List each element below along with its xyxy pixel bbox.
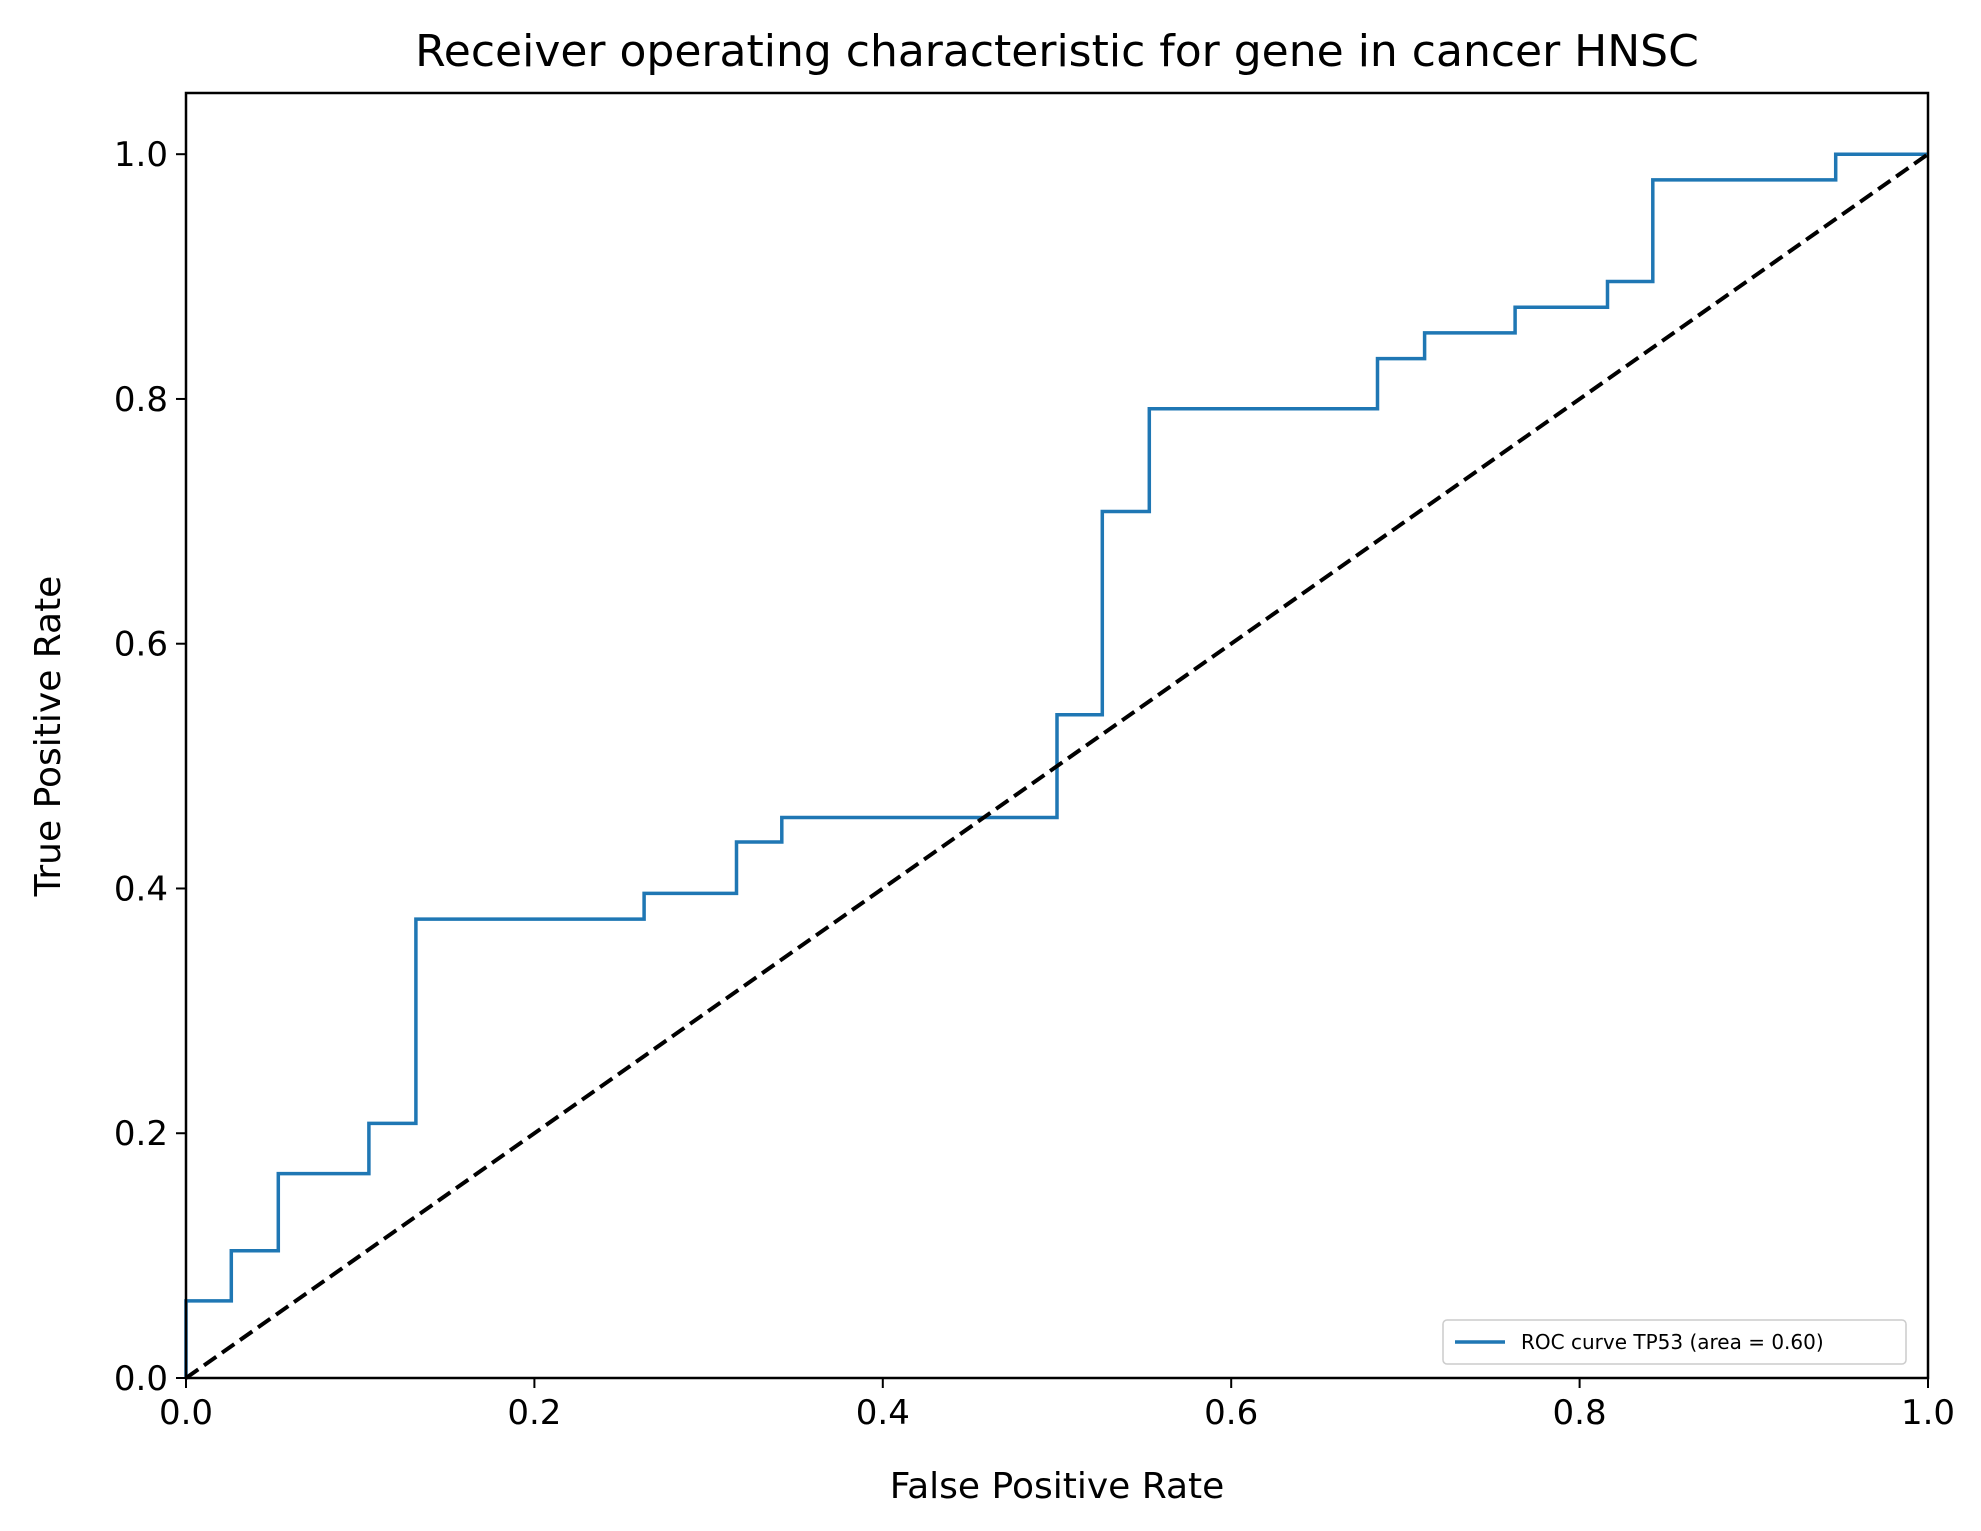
- y-tick-label: 0.2: [114, 1114, 168, 1154]
- x-tick-label: 0.4: [856, 1393, 910, 1433]
- x-axis-ticks: 0.0 0.2 0.4 0.6 0.8 1.0: [159, 1378, 1955, 1433]
- diagonal-reference-line: [184, 152, 1930, 1380]
- x-tick-label: 0.6: [1204, 1393, 1258, 1433]
- x-tick-label: 0.8: [1553, 1393, 1607, 1433]
- y-tick-label: 0.8: [114, 380, 168, 420]
- x-tick-label: 0.0: [159, 1393, 213, 1433]
- x-axis-label: False Positive Rate: [890, 1466, 1225, 1507]
- legend-box: [1442, 1319, 1907, 1365]
- plot-frame: [184, 91, 1930, 1380]
- y-tick-label: 0.6: [114, 625, 168, 665]
- chart-title: Receiver operating characteristic for ge…: [415, 26, 1699, 77]
- x-tick-label: 1.0: [1901, 1393, 1955, 1433]
- y-tick-label: 0.0: [114, 1359, 168, 1399]
- legend: ROC curve TP53 (area = 0.60): [1442, 1319, 1907, 1365]
- y-axis-label: True Positive Rate: [28, 576, 69, 898]
- y-tick-label: 0.4: [114, 869, 168, 909]
- legend-label: ROC curve TP53 (area = 0.60): [1521, 1330, 1824, 1354]
- y-tick-label: 1.0: [114, 135, 168, 175]
- x-tick-label: 0.2: [507, 1393, 561, 1433]
- roc-curve-line: [184, 152, 1928, 1378]
- series-layer: [184, 152, 1930, 1380]
- y-axis-ticks: 0.0 0.2 0.4 0.6 0.8 1.0: [114, 135, 186, 1399]
